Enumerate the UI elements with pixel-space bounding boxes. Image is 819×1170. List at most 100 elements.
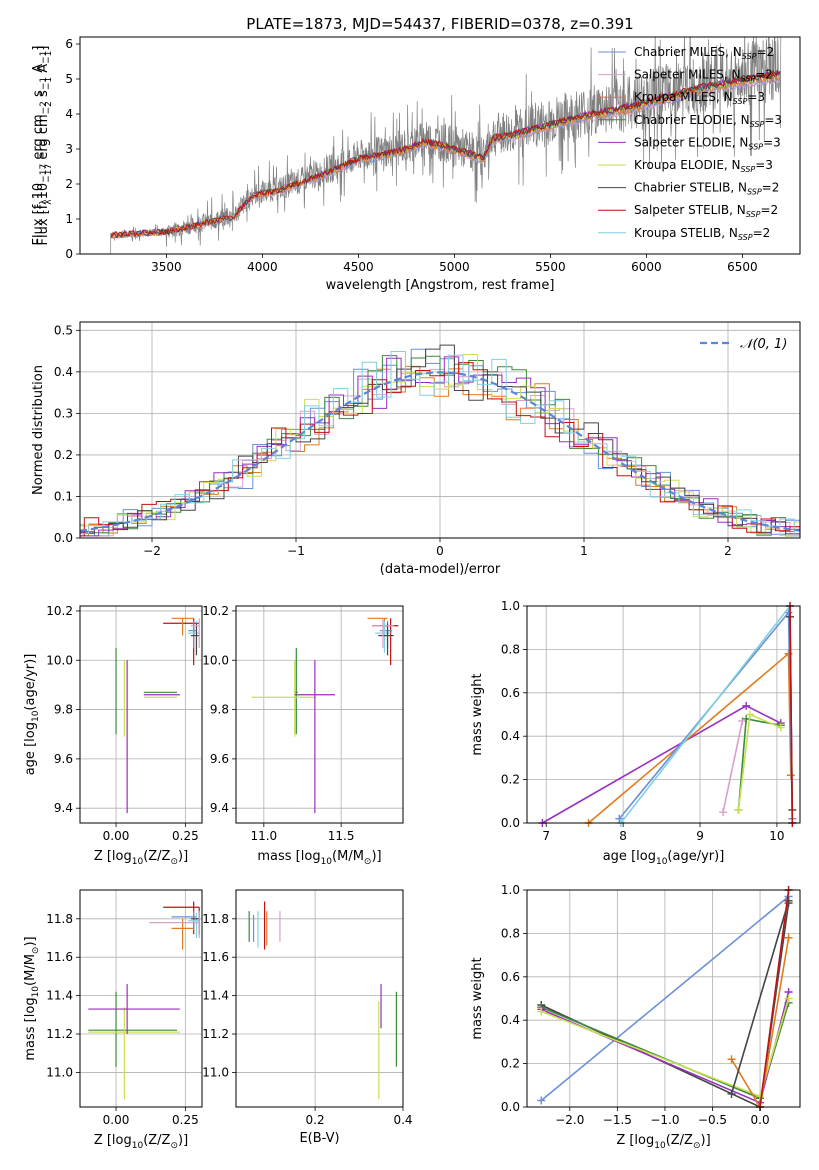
y-axis-label-part: A xyxy=(36,64,51,77)
y-tick-label: 10.0 xyxy=(202,653,229,667)
y-axis-label: mass weight xyxy=(470,957,485,1039)
y-axis-label-part: mass [log xyxy=(23,997,38,1060)
weight-marker-chabrier_stelib xyxy=(727,1089,736,1098)
weight-line-salpeter_miles xyxy=(722,720,744,813)
x-tick-label: 8 xyxy=(619,829,627,843)
y-tick-label: 11.6 xyxy=(202,950,229,964)
y-tick-label: 11.2 xyxy=(202,1027,229,1041)
y-tick-label: 11.2 xyxy=(46,1027,73,1041)
x-axis-label-part: ⊙ xyxy=(170,1141,178,1151)
y-tick-label: 10.2 xyxy=(46,604,73,618)
legend-entry-sub: SSP xyxy=(746,210,761,219)
x-axis-label-part: 10 xyxy=(654,1141,666,1151)
y-tick-label: 0.8 xyxy=(501,926,520,940)
y-tick-label: 9.6 xyxy=(210,752,229,766)
legend-entry-salpeter_elodie: Salpeter ELODIE, NSSP=3 xyxy=(634,135,781,151)
x-axis-label-part: mass [log xyxy=(257,849,320,864)
y-tick-label: 1 xyxy=(65,212,73,226)
x-tick-label: −2 xyxy=(143,544,161,558)
y-tick-label: 9.4 xyxy=(54,801,73,815)
y-axis-label-part: s xyxy=(31,90,46,101)
legend-entry-salpeter_stelib: Salpeter STELIB, NSSP=2 xyxy=(634,203,778,219)
model-line-salpeter_stelib xyxy=(110,69,781,238)
y-tick-label: 0.0 xyxy=(501,1100,520,1114)
y-tick-label: 11.0 xyxy=(202,1065,229,1079)
axes-frame xyxy=(79,605,203,824)
y-axis-label: age [log10(age/yr)] xyxy=(23,654,41,776)
x-axis-label-part: ⊙ xyxy=(693,1141,701,1151)
legend-entry-suffix: =2 xyxy=(756,45,774,59)
x-tick-label: 11.5 xyxy=(328,829,355,843)
y-tick-label: 11.0 xyxy=(46,1065,73,1079)
legend-entry-sub: SSP xyxy=(733,97,748,106)
legend-entry-sub: SSP xyxy=(748,142,763,151)
x-axis-label: E(B-V) xyxy=(299,1131,339,1146)
legend-entry-label: Salpeter ELODIE, N xyxy=(634,135,748,149)
y-tick-label: 0.4 xyxy=(501,729,520,743)
weight-line-kroupa_miles xyxy=(587,652,792,824)
x-axis-label: (data-model)/error xyxy=(380,562,501,577)
x-axis-label-part: Z [log xyxy=(616,1133,654,1148)
x-axis-label: Z [log10(Z/Z⊙)] xyxy=(94,849,188,867)
weight-line-salpeter_stelib xyxy=(789,605,794,824)
legend-entry-sub: SSP xyxy=(738,233,753,242)
y-tick-label: 9.8 xyxy=(54,703,73,717)
legend-entry-suffix: =2 xyxy=(753,226,771,240)
legend-entry-salpeter_miles: Salpeter MILES, NSSP=2 xyxy=(634,68,773,84)
legend-entry-label: Kroupa MILES, N xyxy=(634,90,733,104)
x-tick-label: 0.4 xyxy=(393,1113,412,1127)
y-tick-label: 9.6 xyxy=(54,752,73,766)
y-axis-label: Normed distribution xyxy=(31,365,46,495)
x-tick-label: 11.0 xyxy=(250,829,277,843)
y-tick-label: 11.8 xyxy=(202,912,229,926)
y-tick-label: 0.2 xyxy=(501,773,520,787)
y-axis-label: Flux [fλ10−17 erg cm−2 s−1 A−1] xyxy=(31,46,49,246)
weight-marker-chabrier_miles xyxy=(537,1096,546,1105)
y-tick-label: 11.4 xyxy=(46,989,73,1003)
x-axis-label-part: 10 xyxy=(321,857,333,867)
weight-line-chabrier_elodie xyxy=(737,717,781,811)
y-axis-label: mass [log10(M/M⊙)] xyxy=(23,936,41,1060)
x-axis-label-part: Z [log xyxy=(94,849,132,864)
gaussian-curve xyxy=(79,371,801,532)
x-tick-label: 7 xyxy=(542,829,550,843)
y-tick-label: 0.0 xyxy=(501,816,520,830)
legend-entry-chabrier_stelib: Chabrier STELIB, NSSP=2 xyxy=(634,181,779,197)
x-axis-label-part: (Z/Z xyxy=(143,1133,170,1148)
x-tick-label: 0.00 xyxy=(103,829,130,843)
axes-frame xyxy=(526,889,801,1108)
x-axis-label-part: 10 xyxy=(132,857,144,867)
x-tick-label: −0.5 xyxy=(698,1113,727,1127)
y-axis-label-part: −2 xyxy=(44,101,54,114)
z-weight-panel: −2.0 −1.5 −1.0 −0.5 0.0 0.0 0.2 0.4 0.6 0.8 1.0 Z [… xyxy=(470,883,801,1151)
x-tick-label: 9 xyxy=(696,829,704,843)
y-axis-label-part: (M/M xyxy=(23,954,38,986)
y-tick-label: 0.8 xyxy=(501,642,520,656)
y-axis-label-part: Flux [f xyxy=(31,204,46,245)
x-axis-label-part: )] xyxy=(371,849,381,864)
histogram-chabrier_elodie xyxy=(80,355,800,537)
y-tick-label: 9.4 xyxy=(210,801,229,815)
axes-frame xyxy=(235,605,404,824)
y-tick-label: 0.3 xyxy=(54,406,73,420)
legend-entry-label: Salpeter STELIB, N xyxy=(634,203,746,217)
legend-entry-suffix: =2 xyxy=(760,203,778,217)
x-axis-label-part: ⊙ xyxy=(170,857,178,867)
figure-title: PLATE=1873, MJD=54437, FIBERID=0378, z=0… xyxy=(246,15,633,33)
x-tick-label: 6000 xyxy=(631,260,662,274)
y-axis-label-part: ] xyxy=(36,46,51,51)
y-tick-label: 11.8 xyxy=(46,912,73,926)
y-tick-label: 0 xyxy=(65,247,73,261)
y-tick-label: 6 xyxy=(65,37,73,51)
y-axis-label-part: 10 xyxy=(31,183,46,200)
weight-line-chabrier_miles xyxy=(540,895,790,1102)
histogram-kroupa_stelib xyxy=(80,351,800,537)
y-tick-label: 3 xyxy=(65,142,73,156)
y-axis-label: Flux [fλ10−17 erg cm−2 s−1 A−1] xyxy=(36,46,54,246)
x-tick-label: 1 xyxy=(580,544,588,558)
y-tick-label: 0.4 xyxy=(501,1013,520,1027)
y-axis-label-part: Flux [f xyxy=(36,204,51,245)
x-tick-label: −2.0 xyxy=(555,1113,584,1127)
y-axis-label-part: ⊙ xyxy=(31,947,41,955)
